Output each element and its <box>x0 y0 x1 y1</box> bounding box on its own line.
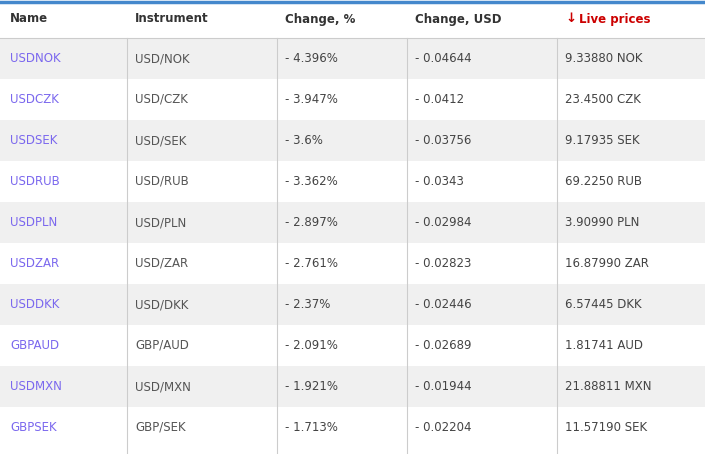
Text: - 0.02984: - 0.02984 <box>415 216 472 229</box>
Bar <box>0 325 705 366</box>
Text: Change, USD: Change, USD <box>415 13 501 25</box>
Text: USDSEK: USDSEK <box>10 134 57 147</box>
Text: - 0.02446: - 0.02446 <box>415 298 472 311</box>
Text: - 0.02689: - 0.02689 <box>415 339 472 352</box>
Text: USDNOK: USDNOK <box>10 52 61 65</box>
Bar <box>0 202 705 243</box>
Text: USDCZK: USDCZK <box>10 93 59 106</box>
Bar <box>0 161 705 202</box>
Text: - 0.02823: - 0.02823 <box>415 257 472 270</box>
Text: USD/RUB: USD/RUB <box>135 175 189 188</box>
Text: GBPAUD: GBPAUD <box>10 339 59 352</box>
Text: Instrument: Instrument <box>135 13 209 25</box>
Text: - 3.362%: - 3.362% <box>285 175 338 188</box>
Text: USD/SEK: USD/SEK <box>135 134 186 147</box>
Text: - 1.713%: - 1.713% <box>285 421 338 434</box>
Bar <box>0 243 705 284</box>
Text: USD/ZAR: USD/ZAR <box>135 257 188 270</box>
Text: 9.33880 NOK: 9.33880 NOK <box>565 52 642 65</box>
Bar <box>0 120 705 161</box>
Text: USDDKK: USDDKK <box>10 298 59 311</box>
Text: - 0.03756: - 0.03756 <box>415 134 472 147</box>
Text: USDPLN: USDPLN <box>10 216 57 229</box>
Text: - 2.897%: - 2.897% <box>285 216 338 229</box>
Text: 9.17935 SEK: 9.17935 SEK <box>565 134 639 147</box>
Text: - 2.761%: - 2.761% <box>285 257 338 270</box>
Text: ↓: ↓ <box>565 13 576 25</box>
Text: 6.57445 DKK: 6.57445 DKK <box>565 298 642 311</box>
Text: GBP/SEK: GBP/SEK <box>135 421 185 434</box>
Text: - 2.091%: - 2.091% <box>285 339 338 352</box>
Text: USDZAR: USDZAR <box>10 257 59 270</box>
Text: - 3.6%: - 3.6% <box>285 134 323 147</box>
Text: 16.87990 ZAR: 16.87990 ZAR <box>565 257 649 270</box>
Bar <box>0 407 705 448</box>
Text: USD/CZK: USD/CZK <box>135 93 188 106</box>
Bar <box>0 38 705 79</box>
Text: - 1.921%: - 1.921% <box>285 380 338 393</box>
Text: - 3.947%: - 3.947% <box>285 93 338 106</box>
Text: Change, %: Change, % <box>285 13 355 25</box>
Text: 1.81741 AUD: 1.81741 AUD <box>565 339 643 352</box>
Bar <box>0 0 705 38</box>
Text: 23.4500 CZK: 23.4500 CZK <box>565 93 641 106</box>
Text: - 4.396%: - 4.396% <box>285 52 338 65</box>
Text: - 0.0412: - 0.0412 <box>415 93 464 106</box>
Text: USDRUB: USDRUB <box>10 175 60 188</box>
Text: - 0.04644: - 0.04644 <box>415 52 472 65</box>
Bar <box>0 366 705 407</box>
Text: USD/MXN: USD/MXN <box>135 380 191 393</box>
Text: - 0.0343: - 0.0343 <box>415 175 464 188</box>
Text: 11.57190 SEK: 11.57190 SEK <box>565 421 647 434</box>
Bar <box>0 284 705 325</box>
Text: - 2.37%: - 2.37% <box>285 298 331 311</box>
Text: GBP/AUD: GBP/AUD <box>135 339 189 352</box>
Text: - 0.02204: - 0.02204 <box>415 421 472 434</box>
Bar <box>0 79 705 120</box>
Text: USD/PLN: USD/PLN <box>135 216 186 229</box>
Text: USDMXN: USDMXN <box>10 380 62 393</box>
Text: Live prices: Live prices <box>579 13 651 25</box>
Text: 69.2250 RUB: 69.2250 RUB <box>565 175 642 188</box>
Text: GBPSEK: GBPSEK <box>10 421 56 434</box>
Text: - 0.01944: - 0.01944 <box>415 380 472 393</box>
Text: USD/NOK: USD/NOK <box>135 52 190 65</box>
Text: USD/DKK: USD/DKK <box>135 298 188 311</box>
Text: 3.90990 PLN: 3.90990 PLN <box>565 216 639 229</box>
Text: Name: Name <box>10 13 48 25</box>
Text: 21.88811 MXN: 21.88811 MXN <box>565 380 651 393</box>
